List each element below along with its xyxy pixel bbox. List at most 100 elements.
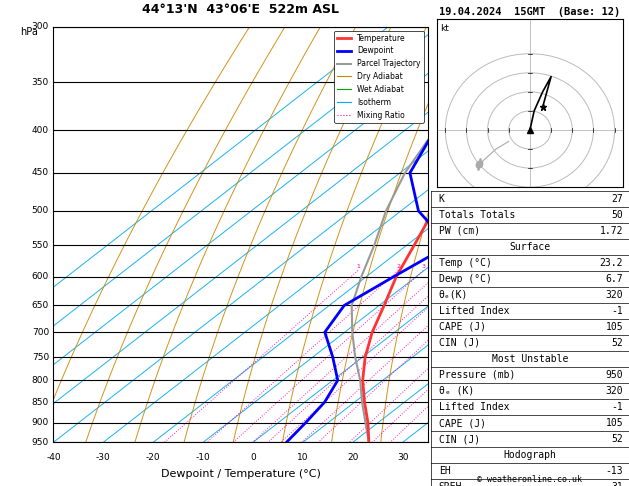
Text: 2: 2 <box>445 396 451 404</box>
Text: 950: 950 <box>31 438 49 447</box>
Text: 25: 25 <box>568 264 576 269</box>
Text: 52: 52 <box>611 434 623 444</box>
Text: CAPE (J): CAPE (J) <box>439 322 486 332</box>
Text: 8: 8 <box>486 264 490 269</box>
Text: 6.7: 6.7 <box>606 274 623 284</box>
Text: 320: 320 <box>606 290 623 300</box>
Text: 900: 900 <box>31 418 49 427</box>
Text: 20: 20 <box>551 264 559 269</box>
Text: 6: 6 <box>467 264 470 269</box>
Text: 400: 400 <box>32 126 49 135</box>
Text: Surface: Surface <box>509 242 550 252</box>
Text: ≡: ≡ <box>435 22 445 32</box>
Text: LCL: LCL <box>435 355 450 364</box>
Text: 1.72: 1.72 <box>599 226 623 236</box>
Text: ≡: ≡ <box>435 240 445 250</box>
Text: -40: -40 <box>46 452 61 462</box>
Text: ≡: ≡ <box>435 125 445 136</box>
Text: 105: 105 <box>606 322 623 332</box>
Text: 19.04.2024  15GMT  (Base: 12): 19.04.2024 15GMT (Base: 12) <box>439 7 621 17</box>
Text: ≡: ≡ <box>435 168 445 178</box>
Text: +: + <box>435 283 442 294</box>
Text: © weatheronline.co.uk: © weatheronline.co.uk <box>477 474 582 484</box>
Text: 1: 1 <box>356 264 360 269</box>
Text: ≡: ≡ <box>435 206 445 216</box>
Text: 5: 5 <box>445 199 451 208</box>
Text: -30: -30 <box>96 452 111 462</box>
Text: ≡: ≡ <box>435 77 445 87</box>
Text: Lifted Index: Lifted Index <box>439 306 509 316</box>
Text: 800: 800 <box>31 376 49 385</box>
Text: 550: 550 <box>31 241 49 250</box>
Text: 750: 750 <box>31 352 49 362</box>
Text: 300: 300 <box>31 22 49 31</box>
Text: CIN (J): CIN (J) <box>439 434 480 444</box>
Text: -1: -1 <box>611 306 623 316</box>
Text: 350: 350 <box>31 78 49 87</box>
Text: 950: 950 <box>606 370 623 380</box>
Text: 6: 6 <box>445 117 451 126</box>
Text: 105: 105 <box>606 418 623 428</box>
Text: 4: 4 <box>445 272 451 281</box>
Text: 2: 2 <box>396 264 400 269</box>
Text: 15: 15 <box>529 264 537 269</box>
Text: 650: 650 <box>31 301 49 310</box>
Text: θₑ (K): θₑ (K) <box>439 386 474 396</box>
Text: 850: 850 <box>31 398 49 407</box>
Text: 3: 3 <box>421 264 425 269</box>
Text: EH: EH <box>439 466 450 476</box>
Text: Hodograph: Hodograph <box>503 450 557 460</box>
Text: km
ASL: km ASL <box>440 3 457 22</box>
Text: 500: 500 <box>31 207 49 215</box>
Text: -: - <box>435 362 438 371</box>
Text: 23.2: 23.2 <box>599 258 623 268</box>
Text: θₑ(K): θₑ(K) <box>439 290 468 300</box>
Text: Temp (°C): Temp (°C) <box>439 258 492 268</box>
Text: ≡: ≡ <box>435 397 445 407</box>
Text: 30: 30 <box>397 452 408 462</box>
Text: ≡: ≡ <box>435 375 445 385</box>
Text: 4: 4 <box>440 264 443 269</box>
Text: SREH: SREH <box>439 482 462 486</box>
Text: CAPE (J): CAPE (J) <box>439 418 486 428</box>
Text: ≡: ≡ <box>435 272 445 281</box>
Text: 7: 7 <box>445 28 451 37</box>
Text: Most Unstable: Most Unstable <box>492 354 568 364</box>
Text: ≡: ≡ <box>435 437 445 447</box>
Text: Pressure (mb): Pressure (mb) <box>439 370 515 380</box>
Text: 5: 5 <box>454 264 458 269</box>
Text: 1: 1 <box>445 418 451 427</box>
Text: Dewpoint / Temperature (°C): Dewpoint / Temperature (°C) <box>160 469 321 479</box>
Legend: Temperature, Dewpoint, Parcel Trajectory, Dry Adiabat, Wet Adiabat, Isotherm, Mi: Temperature, Dewpoint, Parcel Trajectory… <box>335 31 424 122</box>
Text: -20: -20 <box>146 452 160 462</box>
Text: ≡: ≡ <box>435 352 445 362</box>
Text: Lifted Index: Lifted Index <box>439 402 509 412</box>
Text: PW (cm): PW (cm) <box>439 226 480 236</box>
Text: ≡: ≡ <box>435 418 445 428</box>
Text: Dewp (°C): Dewp (°C) <box>439 274 492 284</box>
Text: ≡: ≡ <box>435 327 445 337</box>
Text: 600: 600 <box>31 272 49 281</box>
Text: CIN (J): CIN (J) <box>439 338 480 348</box>
Text: K: K <box>439 193 445 204</box>
Text: 31: 31 <box>611 482 623 486</box>
Text: -1: -1 <box>611 402 623 412</box>
Text: 27: 27 <box>611 193 623 204</box>
Text: 700: 700 <box>31 328 49 337</box>
Text: 10: 10 <box>500 264 508 269</box>
Text: -10: -10 <box>196 452 211 462</box>
Text: Mixing Ratio (g/kg): Mixing Ratio (g/kg) <box>460 191 470 278</box>
Text: 44°13'N  43°06'E  522m ASL: 44°13'N 43°06'E 522m ASL <box>142 3 339 17</box>
Text: +: + <box>435 327 442 337</box>
Text: 20: 20 <box>347 452 359 462</box>
Text: 52: 52 <box>611 338 623 348</box>
Text: 3: 3 <box>445 335 451 344</box>
Text: 0: 0 <box>250 452 256 462</box>
Text: ≡: ≡ <box>435 300 445 311</box>
Text: Totals Totals: Totals Totals <box>439 209 515 220</box>
Text: -13: -13 <box>606 466 623 476</box>
Text: 450: 450 <box>32 168 49 177</box>
Text: 50: 50 <box>611 209 623 220</box>
Text: hPa: hPa <box>19 27 38 37</box>
Text: 320: 320 <box>606 386 623 396</box>
